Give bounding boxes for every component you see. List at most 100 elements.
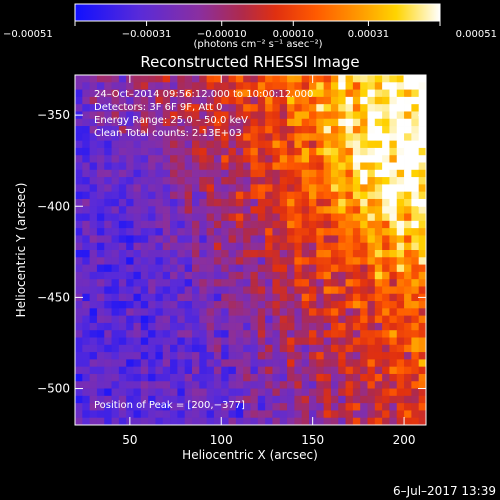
heatmap-cell (199, 242, 208, 251)
heatmap-cell (213, 118, 222, 127)
heatmap-cell (345, 322, 354, 331)
heatmap-cell (374, 89, 383, 98)
heatmap-cell (330, 89, 339, 98)
heatmap-cell (221, 82, 229, 90)
heatmap-cell (272, 315, 281, 324)
heatmap-cell (360, 366, 368, 375)
heatmap-cell (162, 403, 171, 411)
heatmap-cell (177, 177, 186, 185)
heatmap-cell (118, 315, 127, 324)
heatmap-cell (345, 381, 354, 389)
heatmap-cell (111, 206, 120, 214)
heatmap-cell (345, 111, 354, 120)
heatmap-cell (360, 352, 368, 360)
heatmap-cell (352, 322, 361, 331)
heatmap-cell (235, 395, 244, 404)
heatmap-cell (418, 410, 426, 419)
heatmap-cell (404, 366, 412, 375)
heatmap-cell (287, 373, 295, 382)
heatmap-cell (323, 264, 332, 273)
heatmap-cell (330, 184, 339, 193)
heatmap-cell (309, 118, 317, 127)
heatmap-cell (243, 140, 251, 149)
heatmap-cell (265, 330, 273, 338)
heatmap-cell (250, 301, 259, 309)
heatmap-cell (184, 264, 193, 273)
heatmap-cell (96, 111, 105, 120)
heatmap-cell (374, 403, 383, 411)
heatmap-cell (382, 395, 390, 404)
heatmap-cell (104, 352, 112, 360)
heatmap-cell (82, 96, 91, 105)
heatmap-cell (382, 75, 390, 83)
heatmap-cell (330, 162, 339, 171)
heatmap-cell (170, 96, 178, 105)
heatmap-cell (265, 257, 273, 265)
heatmap-cell (396, 410, 405, 419)
heatmap-cell (192, 352, 200, 360)
heatmap-cell (104, 410, 112, 419)
heatmap-cell (162, 220, 171, 229)
heatmap-cell (148, 140, 156, 149)
heatmap-cell (221, 111, 229, 120)
heatmap-cell (111, 96, 120, 105)
heatmap-cell (404, 133, 412, 142)
heatmap-cell (257, 308, 266, 317)
heatmap-cell (228, 330, 237, 338)
heatmap-cell (235, 366, 244, 375)
heatmap-cell (162, 104, 171, 112)
heatmap-cell (228, 177, 237, 185)
heatmap-cell (133, 257, 142, 265)
heatmap-cell (170, 293, 178, 302)
heatmap-cell (82, 169, 91, 178)
heatmap-cell (104, 162, 112, 171)
heatmap-cell (382, 228, 390, 236)
heatmap-cell (148, 330, 156, 338)
heatmap-cell (287, 147, 295, 156)
heatmap-cell (382, 242, 390, 251)
heatmap-cell (118, 162, 127, 171)
heatmap-cell (133, 126, 142, 134)
heatmap-cell (301, 147, 310, 156)
heatmap-cell (301, 381, 310, 389)
heatmap-cell (257, 322, 266, 331)
heatmap-cell (323, 111, 332, 120)
heatmap-cell (287, 366, 295, 375)
heatmap-cell (140, 257, 149, 265)
heatmap-cell (367, 206, 376, 214)
heatmap-cell (345, 293, 354, 302)
heatmap-cell (250, 96, 259, 105)
heatmap-cell (287, 395, 295, 404)
heatmap-cell (294, 133, 303, 142)
heatmap-cell (309, 381, 317, 389)
heatmap-cell (162, 286, 171, 295)
heatmap-cell (301, 257, 310, 265)
heatmap-cell (96, 147, 105, 156)
heatmap-cell (155, 235, 164, 244)
heatmap-cell (133, 213, 142, 222)
heatmap-cell (360, 220, 368, 229)
heatmap-cell (418, 235, 426, 244)
heatmap-cell (309, 403, 317, 411)
heatmap-cell (133, 381, 142, 389)
heatmap-cell (330, 169, 339, 178)
heatmap-cell (265, 242, 273, 251)
heatmap-cell (243, 322, 251, 331)
heatmap-cell (345, 301, 354, 309)
heatmap-cell (162, 250, 171, 258)
heatmap-cell (228, 373, 237, 382)
heatmap-cell (148, 337, 156, 346)
heatmap-cell (279, 359, 288, 368)
heatmap-cell (104, 89, 112, 98)
heatmap-cell (389, 162, 398, 171)
heatmap-cell (272, 191, 281, 200)
heatmap-cell (316, 417, 325, 425)
heatmap-cell (155, 352, 164, 360)
heatmap-cell (213, 104, 222, 112)
heatmap-cell (323, 213, 332, 222)
heatmap-cell (360, 235, 368, 244)
heatmap-cell (367, 359, 376, 368)
heatmap-cell (382, 337, 390, 346)
heatmap-cell (170, 264, 178, 273)
heatmap-cell (360, 75, 368, 83)
